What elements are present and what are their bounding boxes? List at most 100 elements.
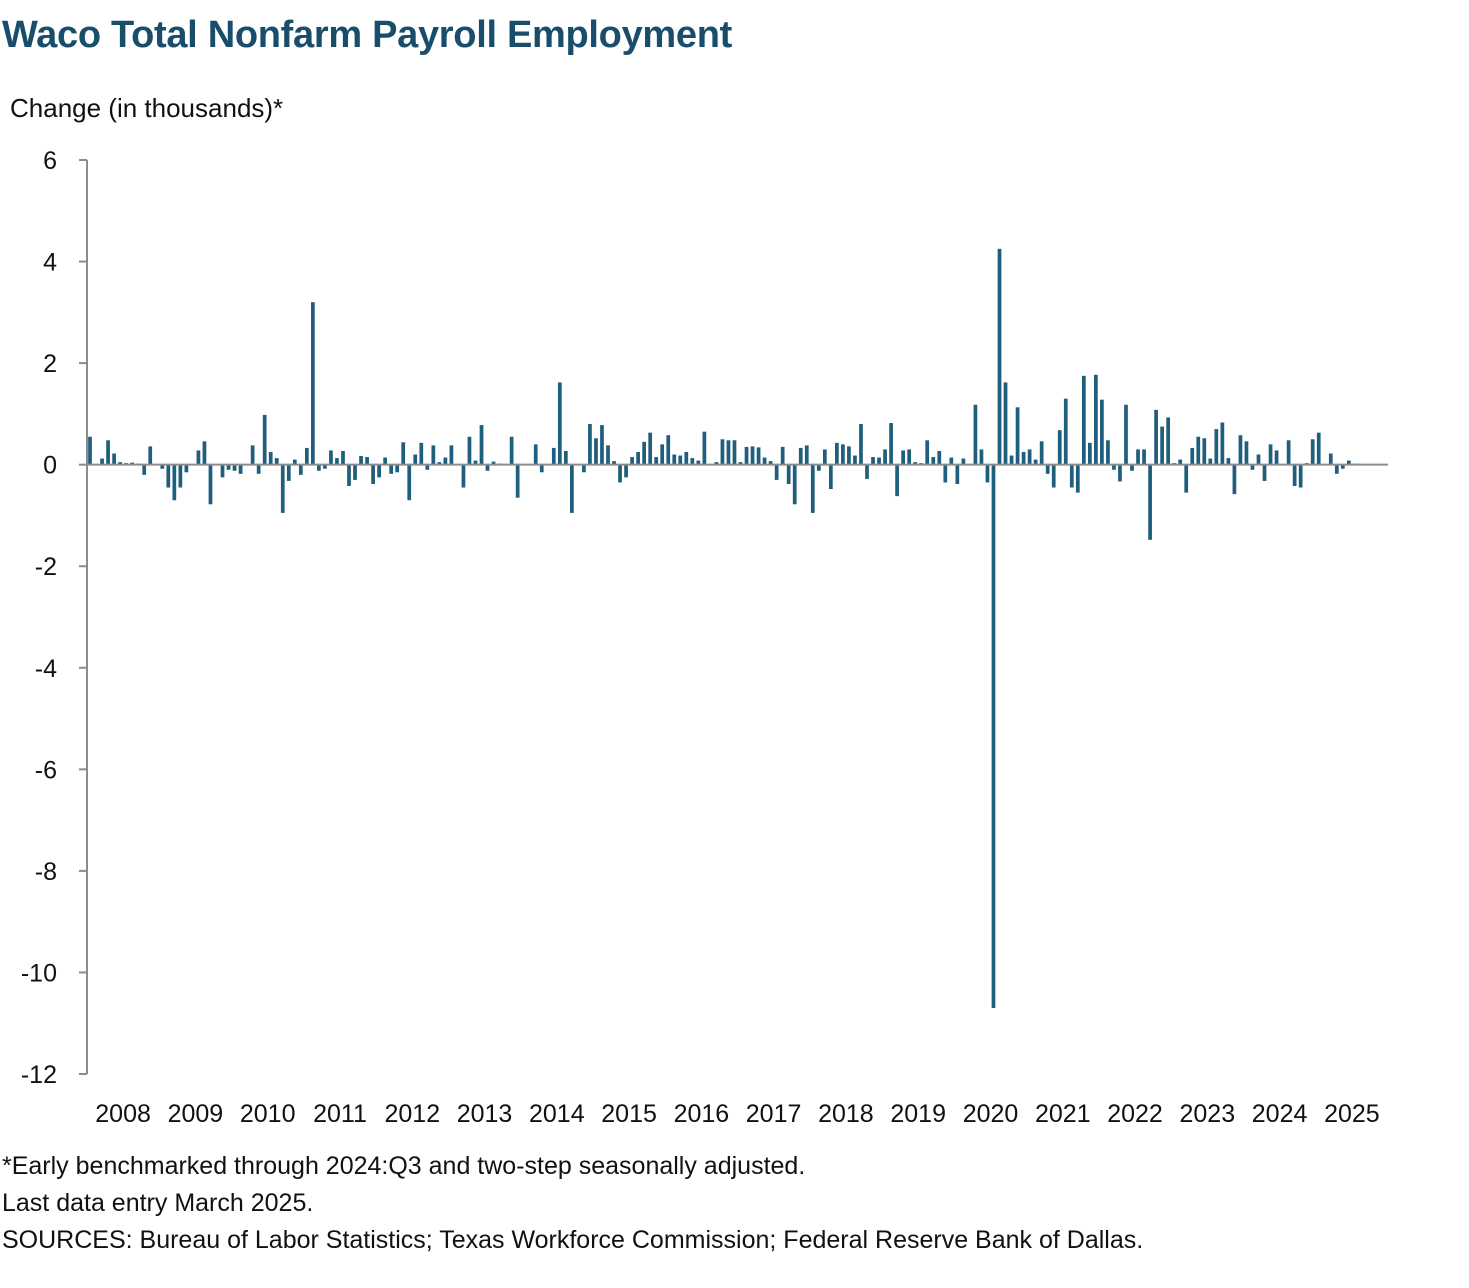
y-tick-label: 4 <box>43 249 57 277</box>
bar <box>1340 464 1345 469</box>
bar <box>630 457 634 465</box>
x-tick-label: 2025 <box>1324 1100 1380 1128</box>
bar <box>1196 436 1201 465</box>
footnote-benchmark: *Early benchmarked through 2024:Q3 and t… <box>2 1152 806 1180</box>
bar <box>1124 404 1128 465</box>
bar <box>238 464 243 474</box>
bar <box>660 444 665 465</box>
bar <box>479 425 484 465</box>
bar <box>1346 460 1351 465</box>
bar <box>347 464 351 486</box>
bar <box>365 457 369 465</box>
bar <box>835 442 839 465</box>
bar <box>335 458 339 465</box>
bar <box>750 446 755 465</box>
bar <box>612 461 616 465</box>
bar <box>1202 438 1207 465</box>
bar <box>311 302 315 465</box>
bar <box>1015 407 1020 465</box>
bar <box>985 464 990 483</box>
bar <box>172 464 177 501</box>
bar <box>1226 458 1231 465</box>
bar <box>901 450 905 465</box>
bar <box>1310 439 1315 465</box>
bar <box>178 464 183 488</box>
bar <box>1292 464 1297 486</box>
bar <box>1051 464 1056 488</box>
bar <box>973 404 978 465</box>
bar <box>1112 464 1116 470</box>
bar <box>780 446 785 465</box>
bar <box>232 464 237 471</box>
bar <box>274 458 279 465</box>
x-tick-label: 2009 <box>168 1100 224 1128</box>
bar <box>353 464 357 480</box>
bar <box>889 423 893 465</box>
bar <box>570 464 574 513</box>
y-tick-label: -12 <box>21 1061 57 1089</box>
bar <box>485 464 490 471</box>
bar <box>744 446 749 465</box>
y-tick-label: -6 <box>35 756 57 784</box>
bar <box>419 442 424 465</box>
bar <box>624 464 628 478</box>
bar <box>991 464 996 1008</box>
bar <box>606 445 610 465</box>
bar <box>491 461 496 465</box>
bar <box>467 436 472 465</box>
x-tick-label: 2022 <box>1107 1100 1163 1128</box>
bar <box>323 464 327 469</box>
bar <box>1160 426 1164 465</box>
x-tick-label: 2011 <box>313 1100 367 1128</box>
bar <box>509 436 514 465</box>
x-tick-label: 2017 <box>746 1100 802 1128</box>
bar <box>473 460 478 465</box>
y-axis-label: Change (in thousands)* <box>10 93 284 123</box>
bar <box>1142 449 1146 465</box>
bar <box>1154 409 1158 465</box>
bar <box>841 444 845 465</box>
bar <box>250 445 255 465</box>
bar <box>1094 374 1098 465</box>
bar <box>877 457 881 465</box>
bar <box>1190 447 1195 465</box>
bar <box>1244 441 1249 465</box>
bar <box>437 462 442 465</box>
bar <box>774 464 779 480</box>
bar <box>822 449 827 465</box>
bar <box>184 464 189 473</box>
footnote-sources: SOURCES: Bureau of Labor Statistics; Tex… <box>2 1226 1144 1254</box>
bar <box>1130 464 1134 471</box>
bar <box>226 464 231 470</box>
bar <box>702 431 707 465</box>
y-tick-label: -2 <box>35 553 57 581</box>
bar <box>413 454 418 465</box>
x-tick-label: 2013 <box>457 1100 513 1128</box>
bar <box>317 464 321 471</box>
bar <box>196 450 201 465</box>
bar <box>383 457 388 465</box>
bar <box>762 457 767 465</box>
y-tick-label: -8 <box>35 858 57 886</box>
y-tick-label: 2 <box>43 350 57 378</box>
bar <box>690 458 695 465</box>
x-tick-label: 2016 <box>674 1100 730 1128</box>
bar <box>1268 444 1273 465</box>
x-tick-label: 2010 <box>240 1100 296 1128</box>
bar <box>1063 398 1068 465</box>
bar <box>166 464 171 488</box>
bar <box>732 440 737 465</box>
bar <box>304 447 309 465</box>
bar <box>847 446 851 465</box>
bar <box>449 445 454 465</box>
bar <box>859 424 863 465</box>
bar <box>804 445 809 465</box>
bar <box>756 447 761 465</box>
bar <box>286 464 291 481</box>
bar <box>768 461 773 465</box>
bar <box>100 458 104 465</box>
bar <box>594 438 598 465</box>
bar <box>1208 458 1213 465</box>
x-tick-label: 2024 <box>1252 1100 1308 1128</box>
